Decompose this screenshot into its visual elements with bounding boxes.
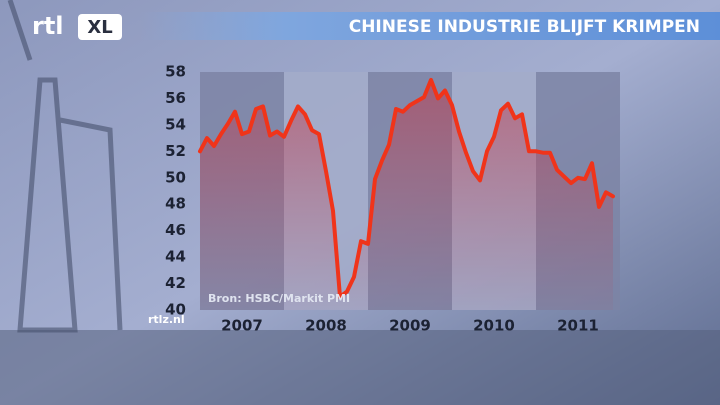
title-bar	[140, 12, 720, 40]
y-tick-label: 46	[165, 221, 186, 239]
y-tick-label: 42	[165, 274, 186, 292]
source: Bron: HSBC/Markit PMI	[208, 292, 350, 305]
x-tick-label: 2009	[389, 317, 431, 335]
x-tick-label: 2011	[557, 317, 599, 335]
y-tick-label: 40	[165, 301, 186, 319]
chart-title: CHINESE INDUSTRIE BLIJFT KRIMPEN	[349, 17, 700, 37]
footer: rtlz.nl	[148, 313, 185, 326]
crane	[7, 0, 123, 333]
x-tick-label: 2010	[473, 317, 515, 335]
x-tick-label: 2007	[221, 317, 263, 335]
harbour	[0, 330, 720, 405]
y-tick-label: 48	[165, 195, 186, 213]
y-tick-label: 44	[165, 248, 186, 266]
y-tick-label: 50	[165, 168, 186, 186]
line-area	[200, 79, 614, 311]
logo: rtl	[32, 12, 64, 40]
plot: 2007 2008 2009 2010 2011 40 42 44 46 48 50 52 54 56 58	[165, 63, 620, 335]
logo-badge-box	[78, 14, 122, 40]
y-tick-label: 58	[165, 63, 186, 81]
line	[198, 77, 615, 299]
logo-badge: XL	[87, 17, 112, 38]
x-tick-label: 2008	[305, 317, 347, 335]
y-tick-label: 56	[165, 89, 186, 107]
y-tick-label: 52	[165, 142, 186, 160]
y-tick-label: 54	[165, 115, 186, 133]
